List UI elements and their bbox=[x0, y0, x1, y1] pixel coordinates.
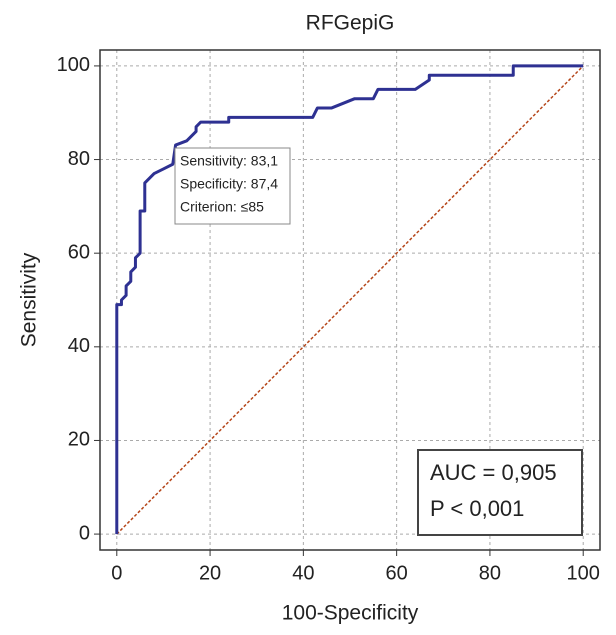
x-tick-label: 60 bbox=[386, 562, 408, 584]
annotation-text: Sensitivity: 83,1 bbox=[180, 153, 278, 169]
roc-curve bbox=[115, 64, 584, 535]
y-tick-label: 40 bbox=[68, 335, 90, 357]
y-tick-label: 0 bbox=[79, 522, 90, 544]
plot-frame bbox=[99, 49, 601, 551]
stats-text: AUC = 0,905 bbox=[430, 460, 557, 485]
stats-text: P < 0,001 bbox=[430, 496, 524, 521]
y-tick-label: 60 bbox=[68, 241, 90, 263]
annotation-text: Criterion: ≤85 bbox=[180, 199, 264, 215]
reference-line bbox=[116, 65, 584, 535]
annotation-text: Specificity: 87,4 bbox=[180, 176, 278, 192]
x-tick-label: 0 bbox=[111, 562, 122, 584]
annotation-box bbox=[174, 147, 291, 225]
y-tick-label: 80 bbox=[68, 148, 90, 170]
x-axis-label: 100-Specificity bbox=[282, 602, 419, 625]
stats-box bbox=[417, 449, 583, 536]
x-tick-label: 40 bbox=[292, 562, 314, 584]
y-tick-label: 100 bbox=[57, 54, 90, 76]
x-tick-label: 80 bbox=[479, 562, 501, 584]
x-tick-label: 100 bbox=[567, 562, 600, 584]
y-tick-label: 20 bbox=[68, 429, 90, 451]
y-axis-label: Sensitivity bbox=[18, 252, 41, 347]
x-tick-label: 20 bbox=[199, 562, 221, 584]
chart-title: RFGepiG bbox=[306, 12, 395, 35]
